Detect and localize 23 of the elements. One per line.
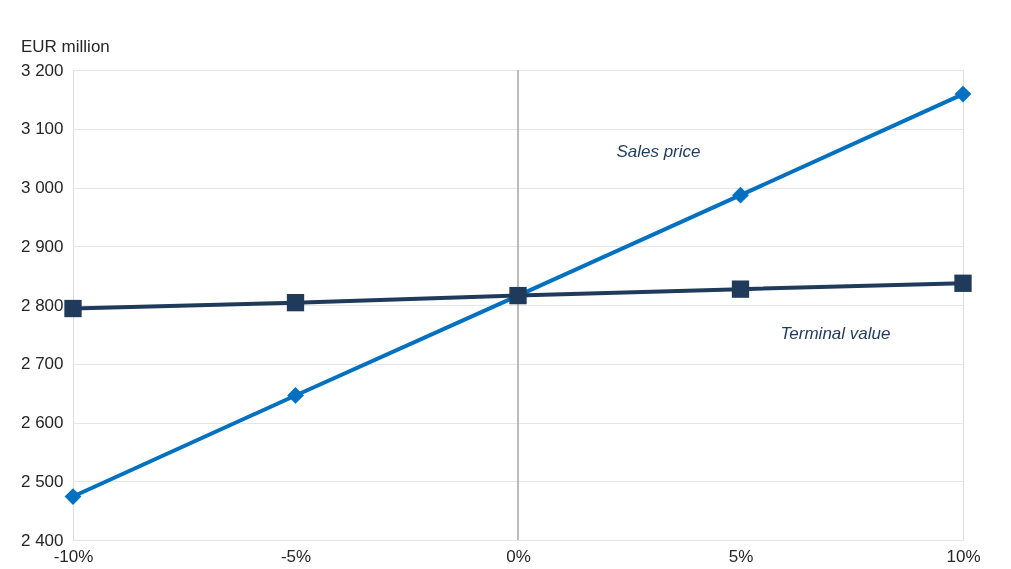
point bbox=[286, 293, 305, 312]
y-tick-label: 2 500 bbox=[20, 471, 64, 491]
x-tick-label: 10% bbox=[946, 546, 981, 566]
y-tick-label: 2 800 bbox=[20, 295, 64, 315]
point bbox=[954, 274, 972, 292]
y-tick-label: 2 600 bbox=[20, 413, 64, 432]
y-axis-title: EUR million bbox=[21, 37, 110, 56]
y-tick-label: 3 200 bbox=[20, 60, 64, 80]
y-tick-label: 3 100 bbox=[20, 119, 64, 139]
text: Terminal value bbox=[780, 324, 891, 344]
y-tick-label: 3 000 bbox=[20, 178, 64, 197]
point bbox=[954, 85, 972, 103]
point bbox=[732, 186, 749, 204]
point bbox=[64, 488, 82, 505]
x-tick-label: -5% bbox=[280, 546, 312, 566]
point bbox=[64, 299, 82, 318]
x-tick-label: 5% bbox=[728, 546, 754, 566]
y-tick-label: 2 900 bbox=[20, 236, 64, 256]
text: Sales price bbox=[616, 142, 701, 162]
x-tick-label: 0% bbox=[506, 546, 531, 566]
point bbox=[287, 387, 304, 404]
y-tick-label: 2 700 bbox=[20, 354, 64, 374]
point bbox=[731, 280, 750, 298]
